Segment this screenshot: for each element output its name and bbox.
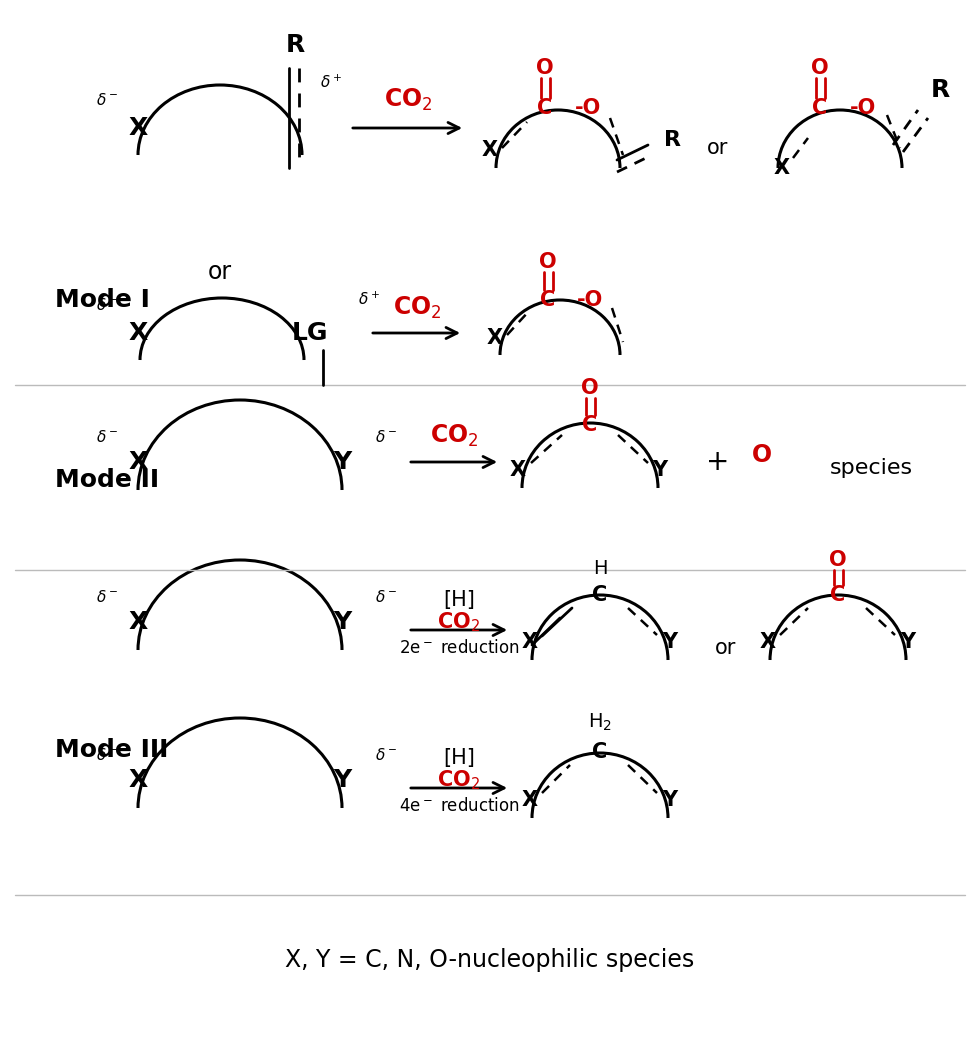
Text: $\delta^-$: $\delta^-$ <box>96 589 118 605</box>
Text: [H]: [H] <box>443 590 475 610</box>
Text: X: X <box>760 632 776 652</box>
Text: C: C <box>830 585 846 605</box>
Text: X: X <box>774 158 790 178</box>
Text: C: C <box>592 742 608 762</box>
Text: O: O <box>829 550 847 570</box>
Text: C: C <box>537 98 553 118</box>
Text: O: O <box>581 378 599 398</box>
Text: X: X <box>128 450 148 474</box>
Text: X: X <box>487 328 503 348</box>
Text: X: X <box>522 632 538 652</box>
Text: X: X <box>128 116 148 140</box>
Text: or: or <box>715 638 737 658</box>
Text: 4e$^-$ reduction: 4e$^-$ reduction <box>399 797 519 815</box>
Text: -O: -O <box>850 98 876 118</box>
Text: R: R <box>663 130 680 150</box>
Text: O: O <box>811 59 829 78</box>
Text: O: O <box>752 443 772 467</box>
Text: $\delta^+$: $\delta^+$ <box>358 291 380 308</box>
Text: Y: Y <box>333 610 351 634</box>
Text: species: species <box>830 458 913 478</box>
Text: -O: -O <box>577 291 603 310</box>
Text: Y: Y <box>901 632 915 652</box>
Text: $\delta^-$: $\delta^-$ <box>96 429 118 445</box>
Text: or: or <box>208 260 232 284</box>
Text: CO$_2$: CO$_2$ <box>437 768 480 792</box>
Text: -O: -O <box>575 98 601 118</box>
Text: $\delta^-$: $\delta^-$ <box>375 589 397 605</box>
Text: H$_2$: H$_2$ <box>588 712 612 733</box>
Text: X: X <box>510 460 526 480</box>
Text: Y: Y <box>333 450 351 474</box>
Text: $\delta^+$: $\delta^+$ <box>320 73 342 91</box>
Text: C: C <box>582 415 598 435</box>
Text: X: X <box>128 610 148 634</box>
Text: $\delta^-$: $\delta^-$ <box>96 747 118 763</box>
Text: X, Y = C, N, O-nucleophilic species: X, Y = C, N, O-nucleophilic species <box>285 948 695 972</box>
Text: $\delta^-$: $\delta^-$ <box>96 297 118 314</box>
Text: Mode II: Mode II <box>55 468 159 492</box>
Text: Mode I: Mode I <box>55 288 150 312</box>
Text: $\delta^-$: $\delta^-$ <box>96 92 118 108</box>
Text: LG: LG <box>292 321 328 345</box>
Text: Y: Y <box>333 768 351 792</box>
Text: X: X <box>128 321 148 345</box>
Text: X: X <box>128 768 148 792</box>
Text: R: R <box>930 78 950 102</box>
Text: Y: Y <box>662 632 677 652</box>
Text: CO$_2$: CO$_2$ <box>393 295 441 321</box>
Text: Y: Y <box>653 460 667 480</box>
Text: Y: Y <box>662 790 677 810</box>
Text: R: R <box>285 33 305 57</box>
Text: $\delta^-$: $\delta^-$ <box>375 747 397 763</box>
Text: $\delta^-$: $\delta^-$ <box>375 429 397 445</box>
Text: CO$_2$: CO$_2$ <box>429 423 478 449</box>
Text: X: X <box>522 790 538 810</box>
Text: O: O <box>536 59 554 78</box>
Text: +: + <box>707 448 730 477</box>
Text: C: C <box>592 585 608 605</box>
Text: C: C <box>812 98 828 118</box>
Text: H: H <box>593 558 608 578</box>
Text: or: or <box>708 138 729 158</box>
Text: O: O <box>539 252 557 272</box>
Text: X: X <box>482 140 498 160</box>
Text: [H]: [H] <box>443 748 475 768</box>
Text: CO$_2$: CO$_2$ <box>437 610 480 634</box>
Text: Mode III: Mode III <box>55 738 169 762</box>
Text: C: C <box>540 291 556 310</box>
Text: CO$_2$: CO$_2$ <box>384 87 432 113</box>
Text: 2e$^-$ reduction: 2e$^-$ reduction <box>399 638 519 657</box>
